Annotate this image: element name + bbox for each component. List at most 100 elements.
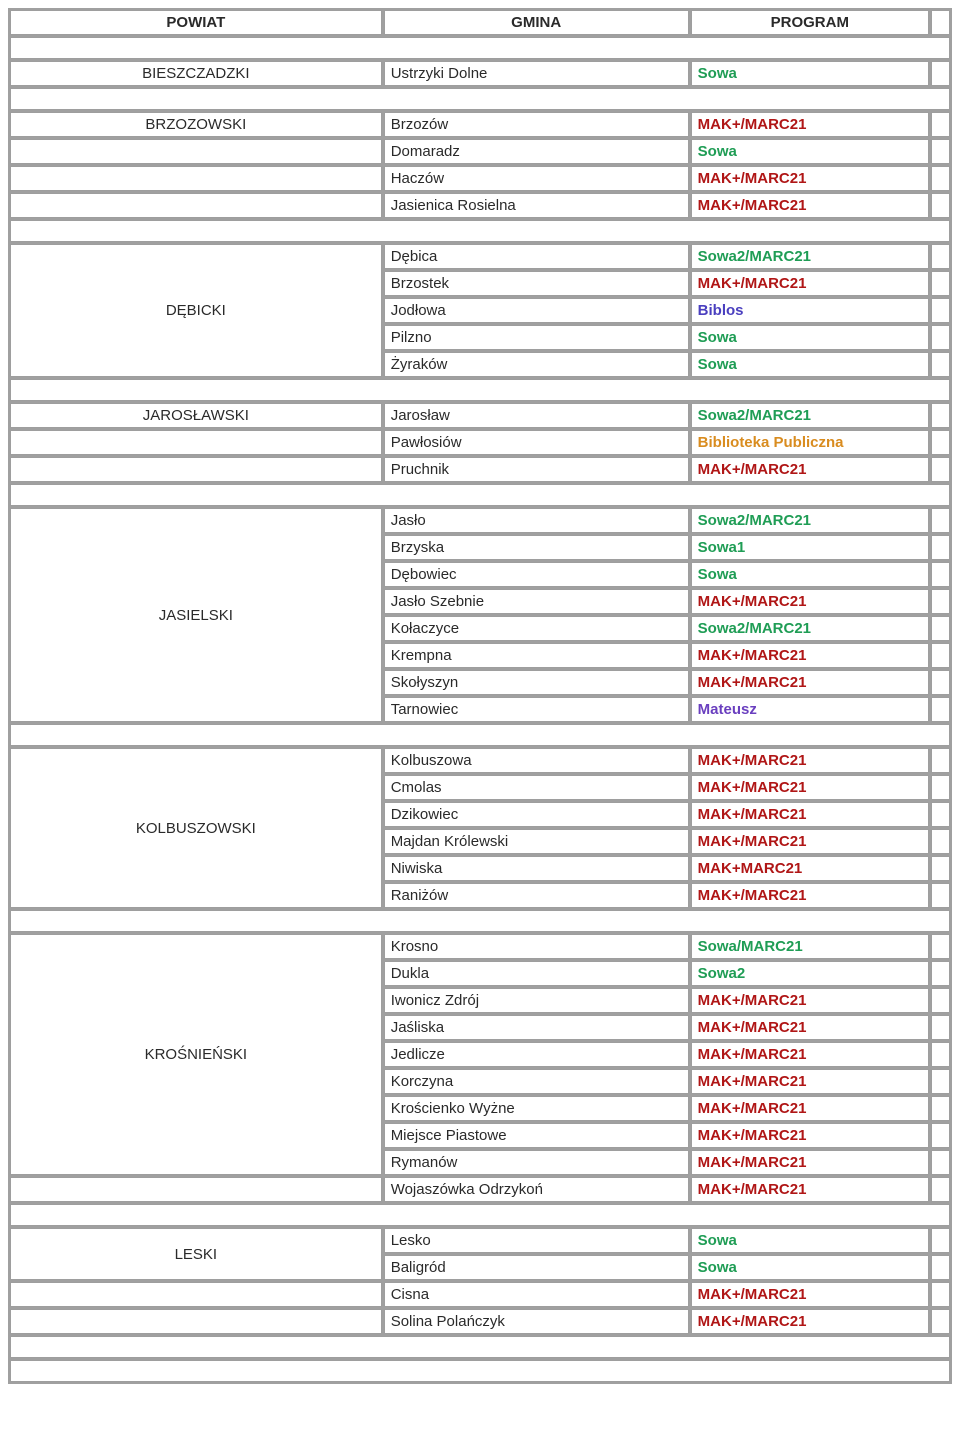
program-cell: Sowa2/MARC21	[691, 616, 929, 641]
trailing-cell	[931, 535, 950, 560]
gmina-cell: Iwonicz Zdrój	[384, 988, 689, 1013]
program-cell: MAK+/MARC21	[691, 1282, 929, 1307]
trailing-cell	[931, 988, 950, 1013]
gmina-cell: Raniżów	[384, 883, 689, 908]
program-cell: MAK+MARC21	[691, 856, 929, 881]
table-row: BRZOZOWSKIBrzozówMAK+/MARC21	[10, 112, 950, 137]
trailing-cell	[931, 1177, 950, 1202]
gmina-cell: Korczyna	[384, 1069, 689, 1094]
program-cell: Sowa	[691, 61, 929, 86]
program-cell: MAK+/MARC21	[691, 670, 929, 695]
gmina-cell: Solina Polańczyk	[384, 1309, 689, 1334]
trailing-cell	[931, 961, 950, 986]
gmina-cell: Dębowiec	[384, 562, 689, 587]
gmina-cell: Jaśliska	[384, 1015, 689, 1040]
table-row: KROŚNIEŃSKIKrosnoSowa/MARC21	[10, 934, 950, 959]
spacer-row	[10, 724, 950, 746]
program-cell: Sowa	[691, 325, 929, 350]
trailing-cell	[931, 166, 950, 191]
trailing-cell	[931, 1228, 950, 1253]
trailing-cell	[931, 1123, 950, 1148]
powiat-cell: JAROSŁAWSKI	[10, 403, 382, 428]
trailing-cell	[931, 856, 950, 881]
trailing-cell	[931, 1096, 950, 1121]
trailing-cell	[931, 829, 950, 854]
program-cell: Sowa	[691, 352, 929, 377]
table-row: LESKILeskoSowa	[10, 1228, 950, 1253]
powiat-cell	[10, 193, 382, 218]
gmina-cell: Haczów	[384, 166, 689, 191]
spacer-row	[10, 37, 950, 59]
gmina-cell: Ustrzyki Dolne	[384, 61, 689, 86]
program-cell: MAK+/MARC21	[691, 1015, 929, 1040]
table-row: HaczówMAK+/MARC21	[10, 166, 950, 191]
table-row: DĘBICKIDębicaSowa2/MARC21	[10, 244, 950, 269]
powiat-cell: KOLBUSZOWSKI	[10, 748, 382, 908]
program-cell: MAK+/MARC21	[691, 589, 929, 614]
table-row: BIESZCZADZKIUstrzyki DolneSowa	[10, 61, 950, 86]
gmina-cell: Brzozów	[384, 112, 689, 137]
gmina-cell: Pruchnik	[384, 457, 689, 482]
spacer-cell	[10, 379, 950, 401]
program-cell: MAK+/MARC21	[691, 1123, 929, 1148]
trailing-cell	[931, 1255, 950, 1280]
trailing-cell	[931, 352, 950, 377]
trailing-cell	[931, 562, 950, 587]
program-cell: MAK+/MARC21	[691, 643, 929, 668]
trailing-cell	[931, 244, 950, 269]
program-cell: MAK+/MARC21	[691, 271, 929, 296]
table-row: Jasienica RosielnaMAK+/MARC21	[10, 193, 950, 218]
gmina-cell: Jarosław	[384, 403, 689, 428]
table-row: Solina PolańczykMAK+/MARC21	[10, 1309, 950, 1334]
table-row: CisnaMAK+/MARC21	[10, 1282, 950, 1307]
trailing-cell	[931, 775, 950, 800]
program-cell: Sowa2/MARC21	[691, 508, 929, 533]
trailing-cell	[931, 1282, 950, 1307]
powiat-cell	[10, 1309, 382, 1334]
spacer-row	[10, 379, 950, 401]
trailing-cell	[931, 508, 950, 533]
gmina-cell: Jasienica Rosielna	[384, 193, 689, 218]
gmina-cell: Dzikowiec	[384, 802, 689, 827]
trailing-cell	[931, 748, 950, 773]
spacer-cell	[10, 1204, 950, 1226]
trailing-cell	[931, 61, 950, 86]
powiat-cell: BIESZCZADZKI	[10, 61, 382, 86]
program-cell: MAK+/MARC21	[691, 1042, 929, 1067]
program-cell: MAK+/MARC21	[691, 802, 929, 827]
header-gmina: GMINA	[384, 10, 689, 35]
program-cell: MAK+/MARC21	[691, 1150, 929, 1175]
gmina-cell: Rymanów	[384, 1150, 689, 1175]
trailing-cell	[931, 883, 950, 908]
powiat-cell: KROŚNIEŃSKI	[10, 934, 382, 1175]
program-cell: MAK+/MARC21	[691, 1309, 929, 1334]
header-spacer	[931, 10, 950, 35]
program-cell: Biblioteka Publiczna	[691, 430, 929, 455]
gmina-cell: Baligród	[384, 1255, 689, 1280]
trailing-cell	[931, 1015, 950, 1040]
table-row: DomaradzSowa	[10, 139, 950, 164]
gmina-cell: Dębica	[384, 244, 689, 269]
table-row: JAROSŁAWSKIJarosławSowa2/MARC21	[10, 403, 950, 428]
table-row: Wojaszówka OdrzykońMAK+/MARC21	[10, 1177, 950, 1202]
trailing-cell	[931, 1150, 950, 1175]
program-cell: MAK+/MARC21	[691, 1177, 929, 1202]
program-cell: MAK+/MARC21	[691, 193, 929, 218]
gmina-cell: Jasło Szebnie	[384, 589, 689, 614]
powiat-cell: LESKI	[10, 1228, 382, 1280]
gmina-cell: Cmolas	[384, 775, 689, 800]
trailing-cell	[931, 430, 950, 455]
powiat-cell: BRZOZOWSKI	[10, 112, 382, 137]
gmina-cell: Wojaszówka Odrzykoń	[384, 1177, 689, 1202]
trailing-cell	[931, 271, 950, 296]
gmina-cell: Żyraków	[384, 352, 689, 377]
spacer-cell	[10, 1360, 950, 1382]
spacer-cell	[10, 88, 950, 110]
trailing-cell	[931, 403, 950, 428]
header-powiat: POWIAT	[10, 10, 382, 35]
spacer-cell	[10, 484, 950, 506]
program-cell: MAK+/MARC21	[691, 1069, 929, 1094]
spacer-cell	[10, 37, 950, 59]
trailing-cell	[931, 643, 950, 668]
spacer-cell	[10, 220, 950, 242]
